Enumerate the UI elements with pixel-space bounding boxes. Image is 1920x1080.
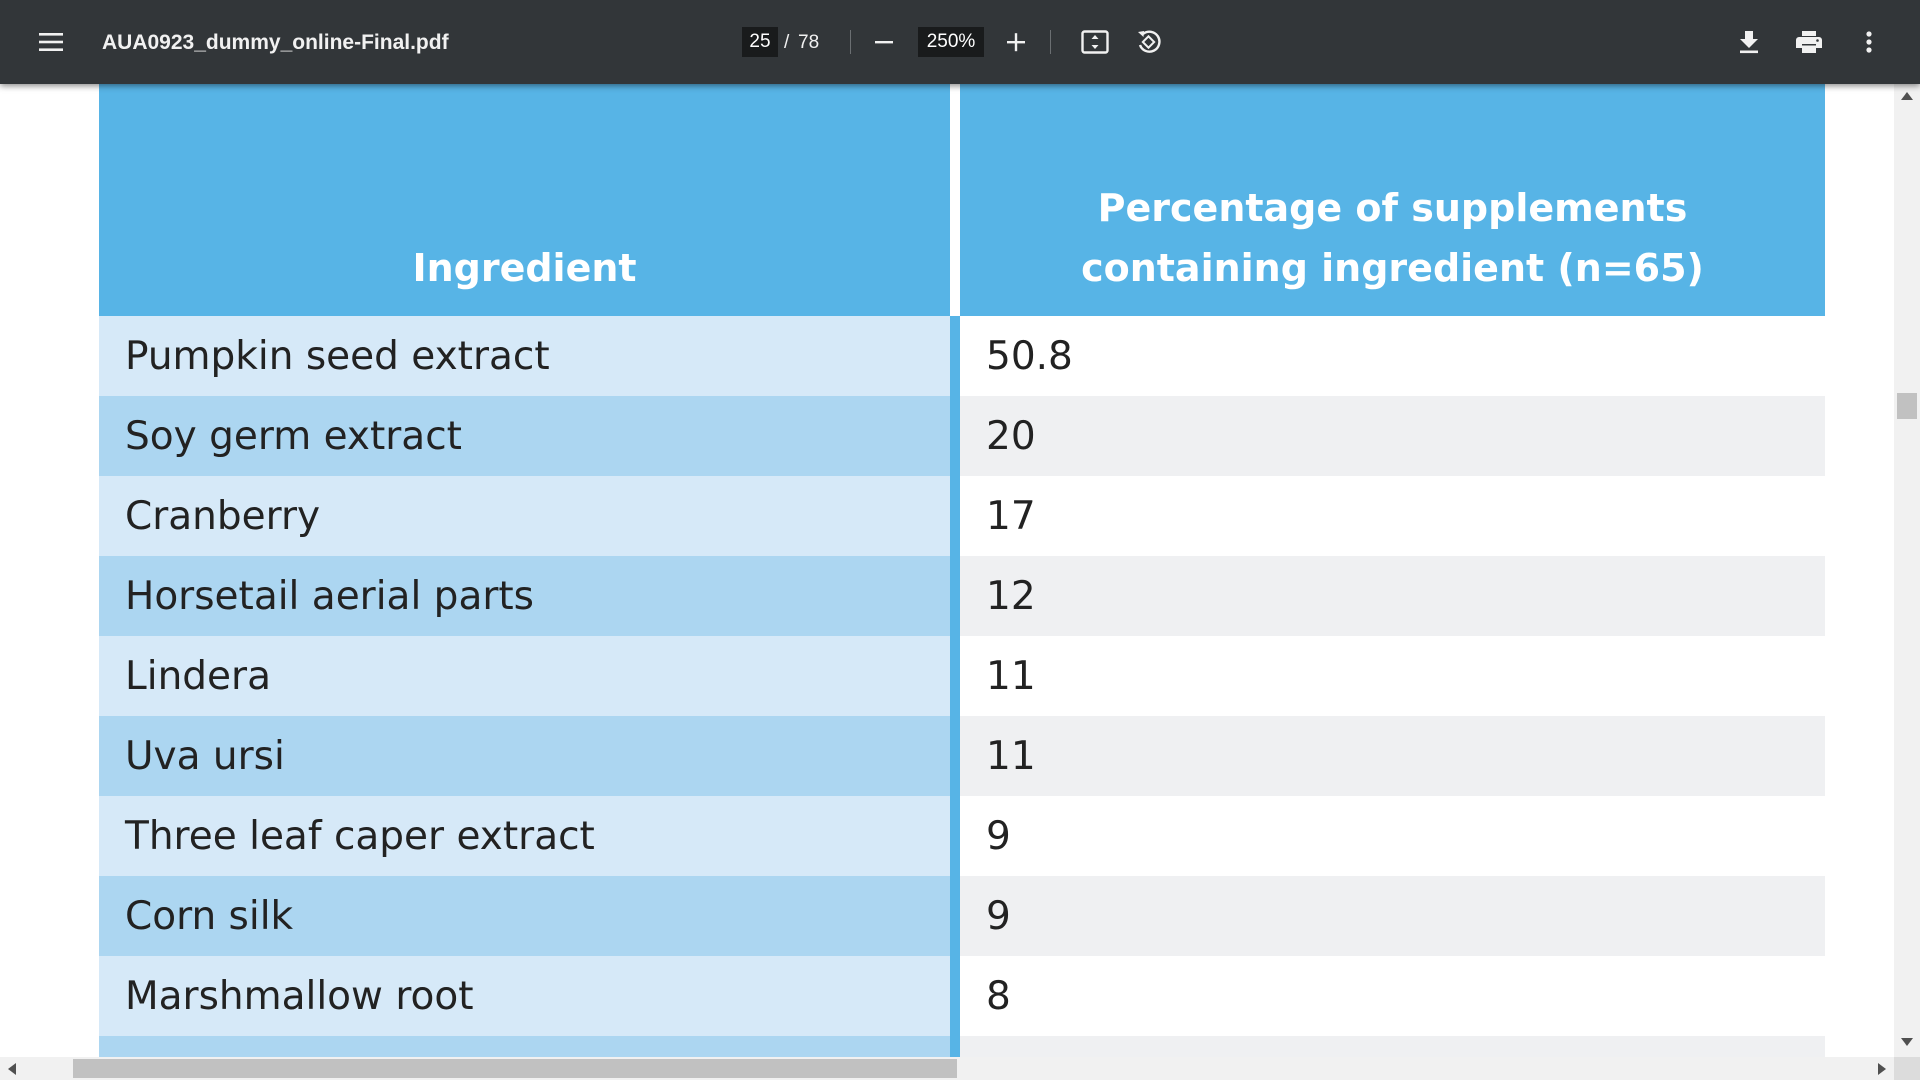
table-row: Three leaf caper extract 9 bbox=[99, 796, 1825, 876]
vertical-scroll-thumb[interactable] bbox=[1897, 393, 1917, 419]
percentage-cell: 11 bbox=[955, 636, 1825, 716]
percentage-cell: 20 bbox=[955, 396, 1825, 476]
table-row: Soy germ extract 20 bbox=[99, 396, 1825, 476]
zoom-out-button[interactable] bbox=[863, 21, 905, 63]
toolbar-divider bbox=[1050, 30, 1051, 54]
scroll-down-arrow-icon[interactable] bbox=[1901, 1038, 1913, 1046]
ingredient-cell: Lindera bbox=[99, 636, 960, 716]
hamburger-menu-icon bbox=[39, 33, 63, 51]
percentage-cell: 50.8 bbox=[955, 316, 1825, 396]
percentage-cell: 9 bbox=[955, 876, 1825, 956]
percentage-cell: 8 bbox=[955, 1036, 1825, 1057]
page-separator: / bbox=[784, 32, 790, 53]
scroll-left-arrow-icon[interactable] bbox=[8, 1063, 16, 1075]
ingredient-cell: Horsetail aerial parts bbox=[99, 556, 960, 636]
percentage-cell: 17 bbox=[955, 476, 1825, 556]
fit-to-page-icon bbox=[1081, 30, 1109, 54]
ingredient-cell: Soy germ extract bbox=[99, 396, 960, 476]
more-options-button[interactable] bbox=[1848, 21, 1890, 63]
header-ingredient: Ingredient bbox=[99, 84, 960, 316]
page-total: 78 bbox=[798, 32, 820, 53]
ingredient-table: Ingredient Percentage of supplements con… bbox=[99, 84, 1825, 1057]
ingredient-cell: Corn silk bbox=[99, 876, 960, 956]
scrollbar-corner bbox=[1894, 1057, 1920, 1080]
ingredient-cell: L-arginine bbox=[99, 1036, 960, 1057]
ingredient-cell: Pumpkin seed extract bbox=[99, 316, 960, 396]
horizontal-scroll-thumb[interactable] bbox=[73, 1059, 957, 1078]
ingredient-cell: Cranberry bbox=[99, 476, 960, 556]
table-header-row: Ingredient Percentage of supplements con… bbox=[99, 84, 1825, 316]
percentage-cell: 9 bbox=[955, 796, 1825, 876]
zoom-level-input[interactable] bbox=[918, 27, 984, 57]
menu-button[interactable] bbox=[30, 21, 72, 63]
scroll-up-arrow-icon[interactable] bbox=[1901, 92, 1913, 100]
print-icon bbox=[1796, 31, 1822, 53]
percentage-cell: 11 bbox=[955, 716, 1825, 796]
rotate-button[interactable] bbox=[1128, 21, 1170, 63]
rotate-counterclockwise-icon bbox=[1138, 30, 1161, 53]
horizontal-scrollbar[interactable] bbox=[0, 1057, 1894, 1080]
print-button[interactable] bbox=[1788, 21, 1830, 63]
vertical-scrollbar[interactable] bbox=[1894, 84, 1920, 1057]
file-title: AUA0923_dummy_online-Final.pdf bbox=[102, 31, 449, 54]
table-row: Uva ursi 11 bbox=[99, 716, 1825, 796]
download-icon bbox=[1740, 31, 1758, 54]
minus-icon bbox=[875, 41, 893, 44]
ingredient-cell: Marshmallow root bbox=[99, 956, 960, 1036]
percentage-cell: 12 bbox=[955, 556, 1825, 636]
document-page: Ingredient Percentage of supplements con… bbox=[0, 84, 1894, 1057]
table-row: L-arginine 8 bbox=[99, 1036, 1825, 1057]
table-row: Pumpkin seed extract 50.8 bbox=[99, 316, 1825, 396]
table-row: Horsetail aerial parts 12 bbox=[99, 556, 1825, 636]
ingredient-cell: Uva ursi bbox=[99, 716, 960, 796]
header-percentage: Percentage of supplements containing ing… bbox=[955, 84, 1825, 316]
plus-icon bbox=[1007, 33, 1025, 52]
download-button[interactable] bbox=[1728, 21, 1770, 63]
table-row: Lindera 11 bbox=[99, 636, 1825, 716]
zoom-in-button[interactable] bbox=[995, 21, 1037, 63]
ingredient-cell: Three leaf caper extract bbox=[99, 796, 960, 876]
table-row: Cranberry 17 bbox=[99, 476, 1825, 556]
fit-to-page-button[interactable] bbox=[1074, 21, 1116, 63]
percentage-cell: 8 bbox=[955, 956, 1825, 1036]
toolbar-divider bbox=[850, 30, 851, 54]
table-row: Corn silk 9 bbox=[99, 876, 1825, 956]
page-number-input[interactable] bbox=[742, 27, 778, 57]
pdf-toolbar: AUA0923_dummy_online-Final.pdf / 78 bbox=[0, 0, 1920, 84]
scroll-right-arrow-icon[interactable] bbox=[1878, 1063, 1886, 1075]
more-vertical-icon bbox=[1866, 31, 1872, 53]
table-row: Marshmallow root 8 bbox=[99, 956, 1825, 1036]
